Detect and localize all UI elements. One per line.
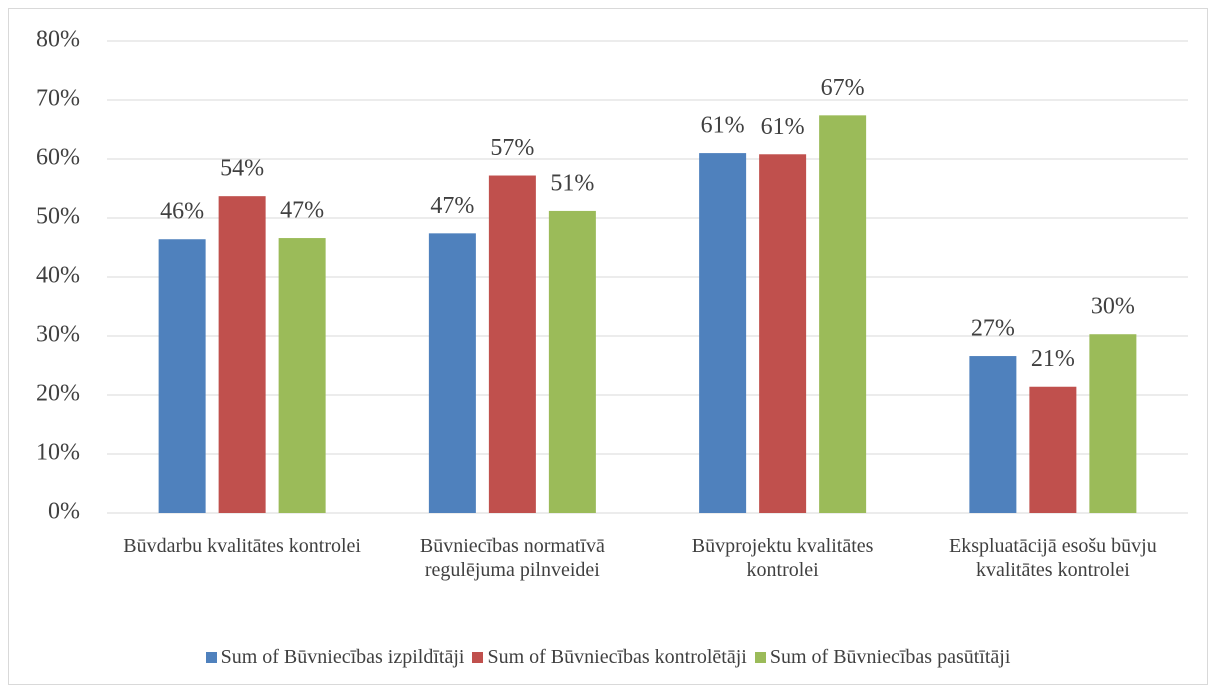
data-label: 47% — [430, 193, 474, 219]
y-tick-label: 30% — [36, 322, 80, 348]
bar — [548, 210, 596, 514]
x-tick-label: Būvdarbu kvalitātes kontrolei — [123, 535, 361, 557]
bar — [969, 356, 1017, 513]
bar — [759, 154, 807, 513]
bar — [158, 239, 206, 514]
legend-label: Sum of Būvniecības kontrolētāji — [487, 646, 747, 668]
y-tick-label: 70% — [36, 86, 80, 112]
y-tick-label: 60% — [36, 145, 80, 171]
x-tick-label: Būvniecības normatīvā regulējuma pilnvei… — [419, 535, 605, 581]
data-label: 27% — [971, 316, 1015, 342]
y-tick-label: 20% — [36, 381, 80, 407]
legend-item: Sum of Būvniecības kontrolētāji — [472, 646, 747, 669]
legend-item: Sum of Būvniecības pasūtītāji — [754, 646, 1011, 669]
data-label: 57% — [490, 135, 534, 161]
legend-swatch — [472, 652, 484, 663]
data-label: 54% — [220, 156, 264, 182]
data-label: 61% — [761, 114, 805, 140]
y-tick-label: 80% — [36, 27, 80, 53]
data-label: 46% — [160, 199, 204, 225]
legend-item: Sum of Būvniecības izpildītāji — [205, 646, 465, 669]
legend-label: Sum of Būvniecības izpildītāji — [220, 646, 465, 668]
data-label: 21% — [1031, 346, 1075, 372]
data-label: 67% — [821, 75, 865, 101]
legend-label: Sum of Būvniecības pasūtītāji — [769, 646, 1011, 668]
x-tick-label: Ekspluatācijā esošu būvju kvalitātes kon… — [949, 535, 1157, 581]
legend: Sum of Būvniecības izpildītāji Sum of Būv… — [0, 646, 1216, 669]
data-label: 47% — [280, 198, 324, 224]
y-tick-label: 0% — [48, 499, 80, 525]
x-tick-label: Būvprojektu kvalitātes kontrolei — [691, 535, 874, 581]
data-label: 30% — [1091, 294, 1135, 320]
legend-swatch — [754, 652, 766, 663]
data-label: 51% — [550, 170, 594, 196]
data-label: 61% — [701, 113, 745, 139]
bar — [428, 233, 476, 513]
y-tick-label: 40% — [36, 263, 80, 289]
bar — [218, 196, 266, 514]
y-tick-label: 50% — [36, 204, 80, 230]
legend-swatch — [205, 652, 217, 663]
bar — [278, 238, 326, 513]
bar — [699, 153, 747, 513]
bar — [819, 115, 867, 513]
chart-border — [8, 8, 1208, 685]
bar — [1089, 334, 1137, 513]
y-tick-label: 10% — [36, 440, 80, 466]
bar — [488, 175, 536, 513]
bar — [1029, 386, 1077, 513]
